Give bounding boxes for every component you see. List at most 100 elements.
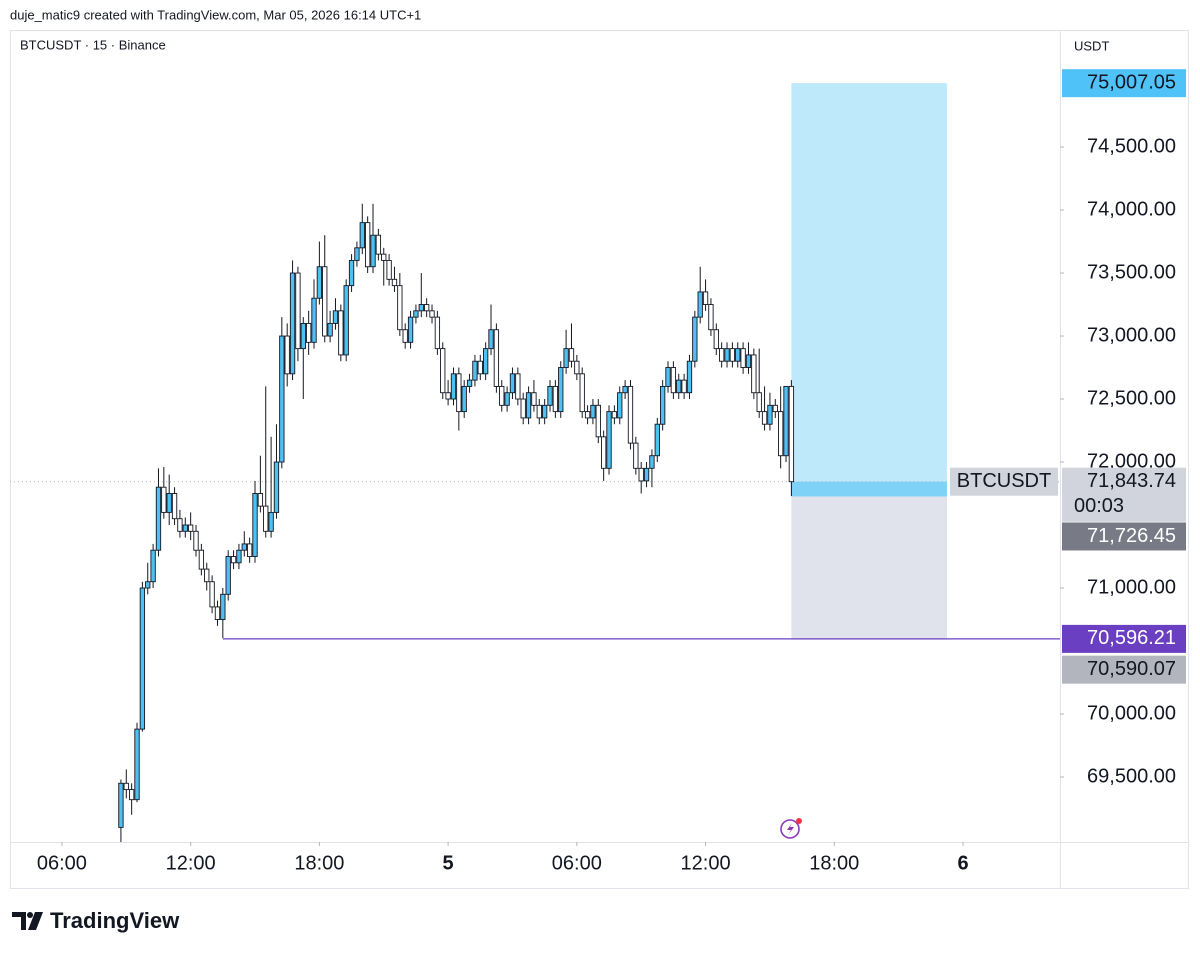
candle-body bbox=[547, 385, 553, 406]
candle-body bbox=[365, 222, 371, 268]
y-tick-label: 72,000.00 bbox=[1087, 450, 1176, 472]
entry-label: 71,726.45 bbox=[1087, 525, 1176, 547]
x-tick-label: 12:00 bbox=[166, 852, 216, 874]
target-label-bg bbox=[1062, 69, 1186, 98]
candle-body bbox=[584, 411, 591, 419]
candle-body bbox=[472, 360, 478, 381]
candle-body bbox=[676, 379, 682, 394]
candle-body bbox=[466, 379, 473, 387]
header: duje_matic9 created with TradingView.com… bbox=[10, 7, 421, 22]
candle-body bbox=[654, 423, 660, 457]
candle-body bbox=[520, 398, 526, 419]
countdown: 00:03 bbox=[1074, 495, 1124, 517]
target-zone bbox=[791, 83, 947, 497]
candle-body bbox=[445, 392, 451, 400]
candle-body bbox=[155, 486, 162, 551]
candle-body bbox=[279, 335, 285, 463]
y-axis-label: USDT bbox=[1074, 38, 1109, 53]
candle-body bbox=[574, 360, 580, 375]
candle-body bbox=[166, 493, 172, 513]
candle-body bbox=[772, 404, 778, 413]
candle-body bbox=[670, 367, 677, 394]
last-price-bg bbox=[1062, 467, 1186, 522]
candle-body bbox=[660, 385, 666, 425]
candle-body bbox=[450, 373, 457, 400]
candle-body bbox=[247, 543, 253, 557]
candle-body bbox=[729, 348, 736, 362]
candle-body bbox=[391, 278, 398, 287]
candle-body bbox=[359, 222, 365, 249]
candle-body bbox=[509, 373, 516, 394]
candle-body bbox=[263, 505, 269, 532]
stop-label-bg bbox=[1062, 655, 1186, 684]
candle-body bbox=[740, 348, 746, 368]
chart-title: BTCUSDT · 15 · Binance bbox=[20, 37, 166, 52]
candle-body bbox=[145, 581, 151, 589]
candle-body bbox=[327, 322, 333, 337]
candle-body bbox=[418, 304, 424, 312]
candle-body bbox=[161, 486, 167, 513]
candle-body bbox=[322, 266, 328, 337]
candle-body bbox=[177, 518, 183, 532]
candle-body bbox=[579, 373, 585, 413]
candle-body bbox=[198, 549, 205, 570]
candle-body bbox=[370, 234, 376, 268]
candle-body bbox=[713, 329, 719, 350]
ray-label: 70,596.21 bbox=[1087, 627, 1176, 649]
y-tick-label: 74,000.00 bbox=[1087, 198, 1176, 220]
candle-body bbox=[354, 247, 360, 261]
candle-body bbox=[638, 467, 644, 482]
candle-body bbox=[381, 253, 387, 261]
candle-body bbox=[402, 329, 408, 343]
candle-body bbox=[477, 360, 483, 375]
symbol-bg bbox=[950, 467, 1058, 496]
candle-body bbox=[230, 556, 237, 564]
candle-body bbox=[204, 568, 210, 583]
candle-body bbox=[702, 291, 709, 305]
open-pnl-zone bbox=[791, 481, 947, 497]
candle-body bbox=[241, 543, 247, 551]
candle-body bbox=[225, 556, 231, 595]
target-label: 75,007.05 bbox=[1087, 71, 1176, 93]
candle-body bbox=[697, 291, 703, 318]
candle-body bbox=[134, 728, 140, 801]
candle-body bbox=[633, 442, 639, 469]
candle-body bbox=[284, 335, 290, 375]
logo: TradingView bbox=[12, 908, 180, 933]
candle-body bbox=[558, 367, 564, 413]
candle-body bbox=[413, 310, 419, 318]
candle-body bbox=[461, 385, 467, 413]
candle-body bbox=[488, 329, 494, 350]
y-tick-label: 69,500.00 bbox=[1087, 765, 1176, 787]
candle-body bbox=[493, 329, 500, 387]
candle-body bbox=[601, 436, 607, 469]
y-tick-label: 73,500.00 bbox=[1087, 261, 1176, 283]
candle-body bbox=[745, 354, 752, 368]
x-tick-label: 12:00 bbox=[681, 852, 731, 874]
candle-body bbox=[306, 322, 312, 343]
candle-body bbox=[375, 234, 382, 255]
candle-body bbox=[386, 259, 392, 280]
candle-body bbox=[606, 411, 612, 469]
candle-body bbox=[182, 524, 188, 532]
candle-body bbox=[708, 304, 714, 331]
candle-body bbox=[316, 266, 323, 299]
candle-body bbox=[407, 316, 414, 343]
candle-body bbox=[332, 310, 339, 324]
candle-body bbox=[525, 392, 532, 419]
candle-body bbox=[735, 348, 741, 362]
candle-body bbox=[295, 272, 301, 350]
candle-body bbox=[515, 373, 521, 400]
candle-body bbox=[343, 285, 349, 356]
candle-body bbox=[434, 316, 441, 350]
x-tick-label: 18:00 bbox=[809, 852, 859, 874]
candle-body bbox=[724, 348, 730, 362]
candle-body bbox=[627, 385, 634, 444]
candle-body bbox=[187, 524, 194, 532]
candle-body bbox=[440, 348, 446, 394]
y-tick-label: 72,500.00 bbox=[1087, 387, 1176, 409]
candle-body bbox=[348, 259, 355, 287]
chart-frame bbox=[10, 30, 1189, 889]
candle-body bbox=[300, 322, 306, 350]
